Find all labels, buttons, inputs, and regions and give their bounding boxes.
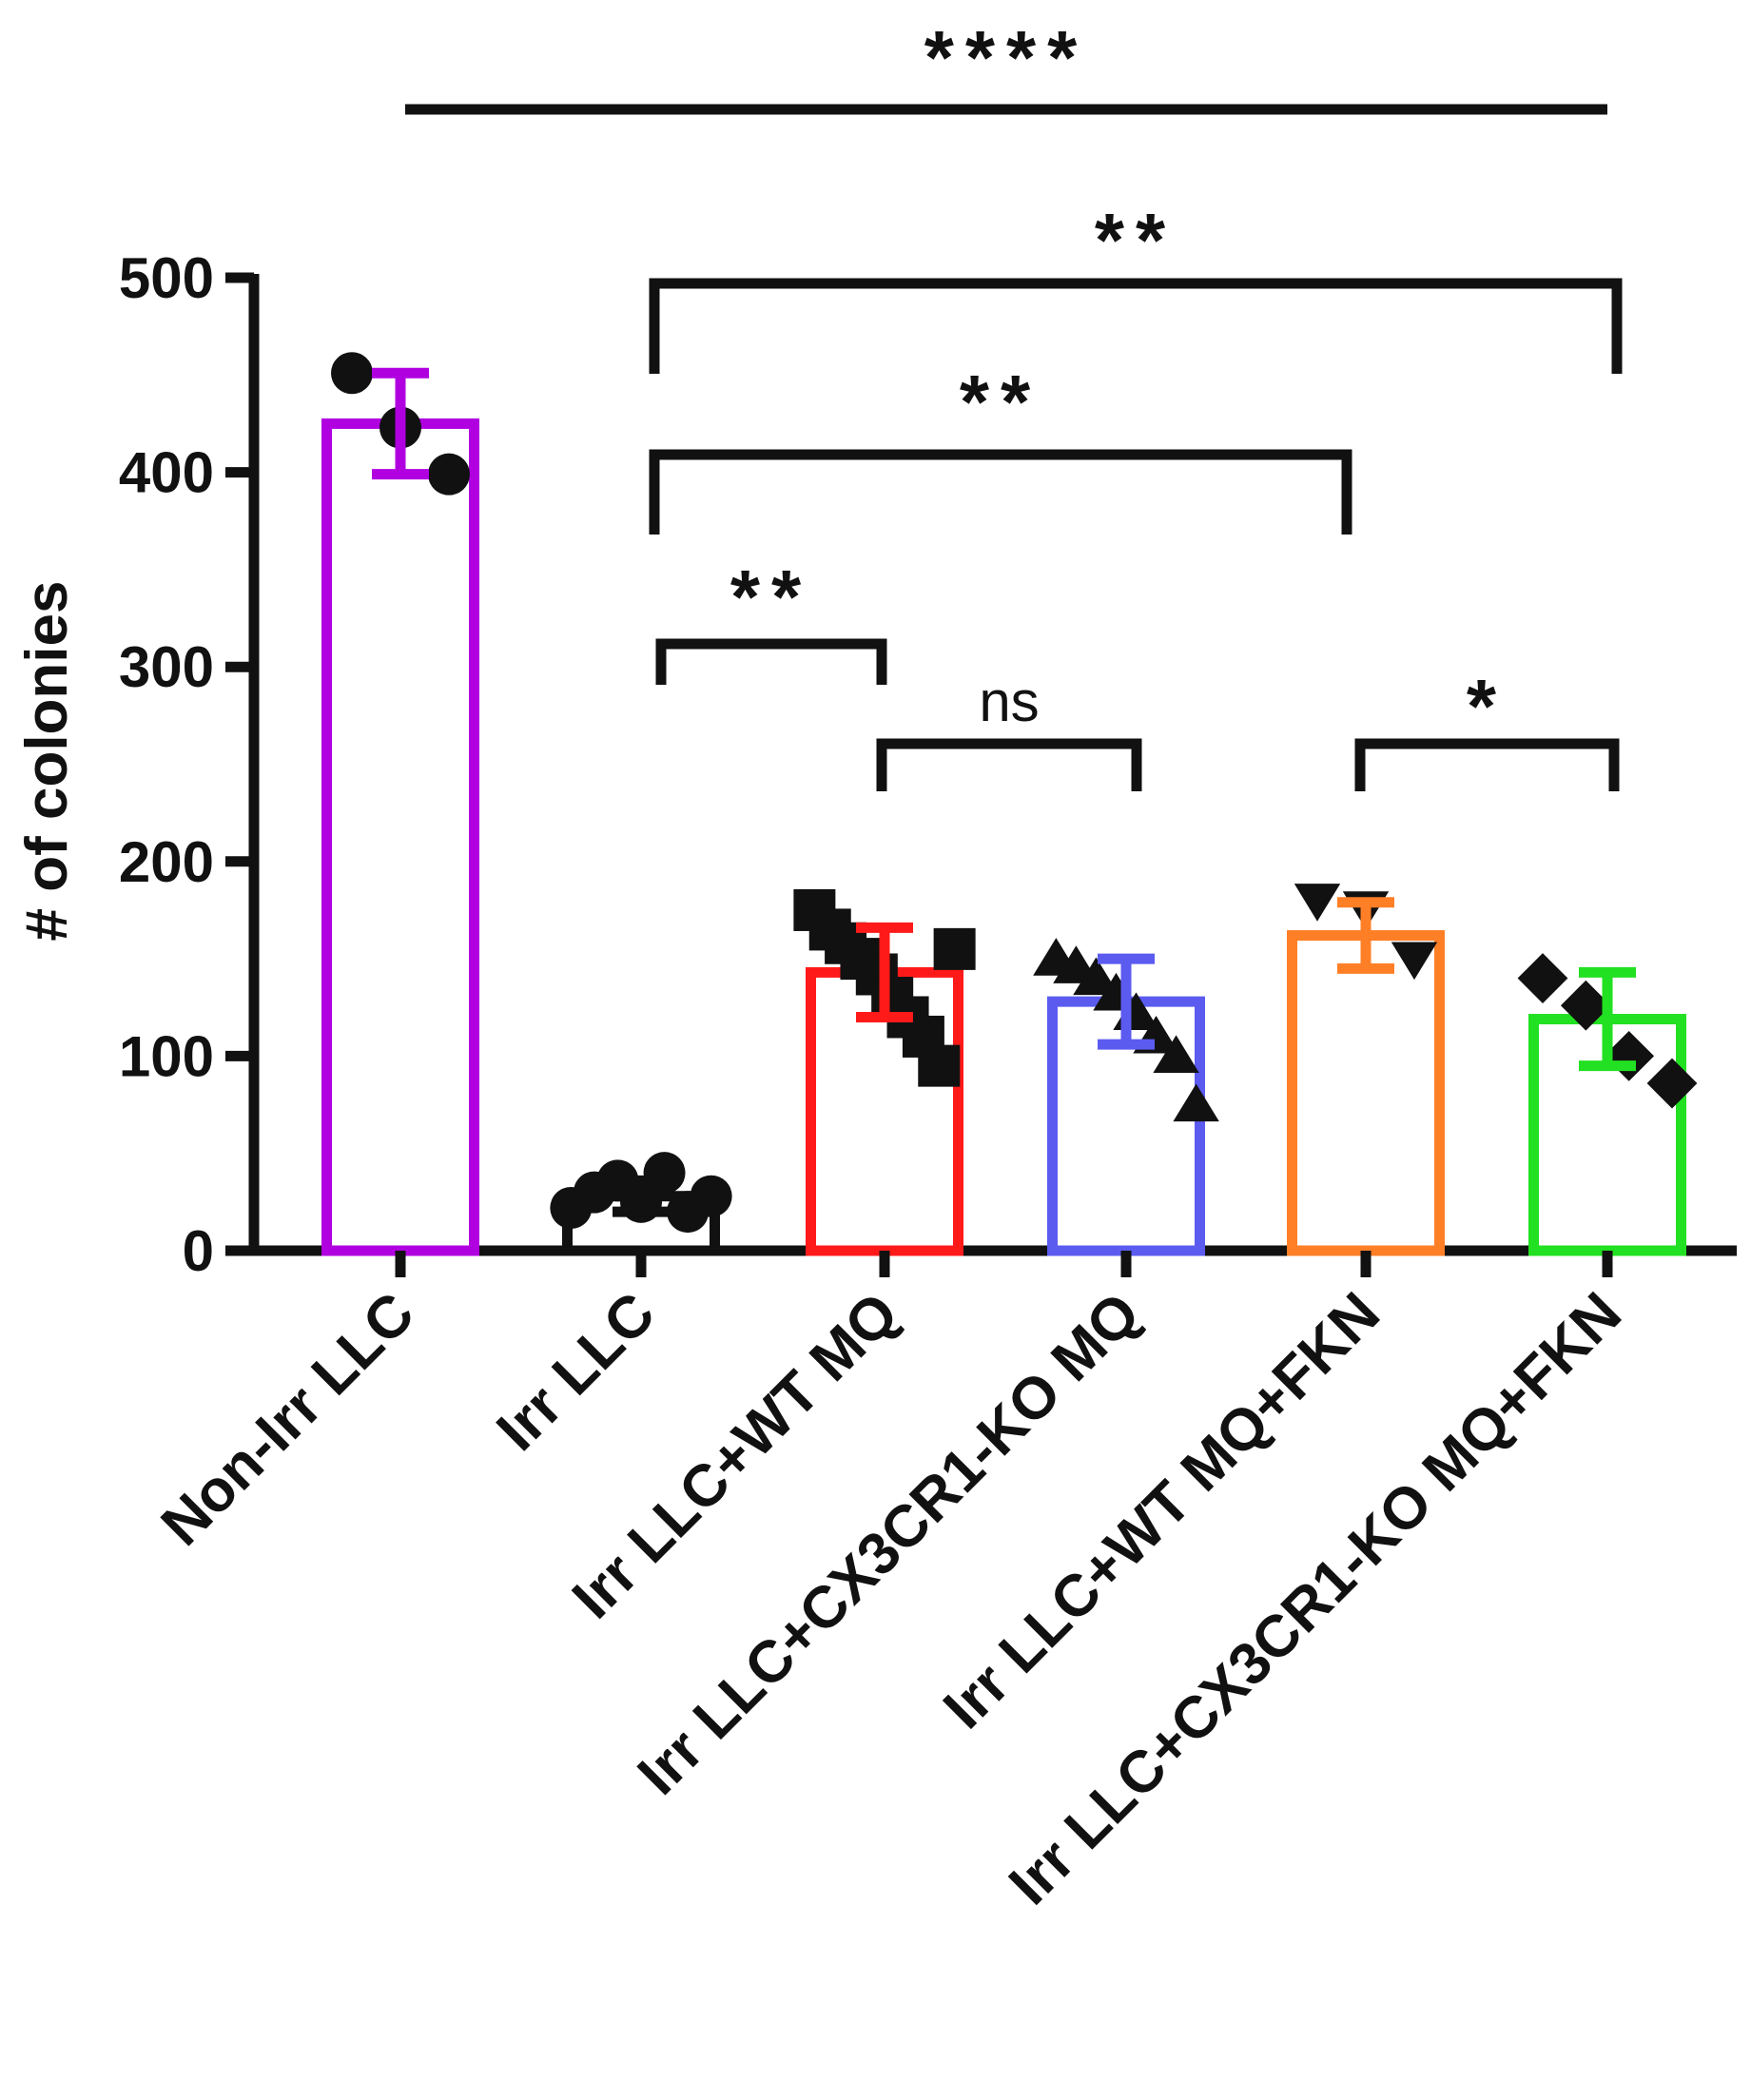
significance-label: ** [730,554,812,639]
data-point [1294,884,1341,922]
significance-label: **** [924,15,1089,100]
significance-bracket [876,738,1142,791]
y-axis-label: # of colonies [14,581,80,942]
data-point [1391,942,1438,981]
data-point [1646,1058,1698,1109]
x-tick-label: Irr LLC [484,1280,667,1463]
data-point [1153,1035,1199,1073]
data-point [1073,957,1119,996]
significance-bracket [649,278,1623,374]
data-point [933,927,976,970]
data-point [690,1175,732,1217]
x-tick-label: Irr LLC+CX3CR1-KO MQ [626,1280,1153,1807]
y-tick-label: 400 [119,441,214,505]
bar [1287,930,1445,1256]
data-point [331,352,373,395]
significance-bracket [649,449,1352,535]
y-tick-label: 100 [119,1024,214,1088]
data-point [643,1152,686,1195]
error-bar [1098,953,1155,1050]
data-point [918,1044,961,1087]
error-bar [856,922,913,1022]
error-bar [1579,966,1636,1072]
data-point [1517,953,1568,1003]
x-tick-label: Irr LLC+WT MQ+FKN [931,1280,1392,1741]
data-point [1560,980,1611,1031]
x-tick-label: Non-Irr LLC [149,1280,427,1558]
data-point [1173,1083,1219,1122]
error-bar [613,1175,670,1217]
significance-bracket [1354,738,1620,791]
y-tick-label: 200 [119,830,214,894]
error-bar [1337,897,1394,974]
y-tick-label: 300 [119,635,214,699]
significance-label: ** [1095,198,1177,282]
significance-bracket [655,638,887,685]
y-tick-label: 0 [183,1219,214,1283]
data-point [428,453,470,496]
significance-label: ** [960,360,1041,444]
significance-label: ns [979,670,1039,733]
significance-label: * [1467,664,1508,749]
error-bar [372,367,429,480]
y-tick-label: 500 [119,246,214,310]
data-point [1604,1031,1655,1081]
bar [321,418,479,1256]
